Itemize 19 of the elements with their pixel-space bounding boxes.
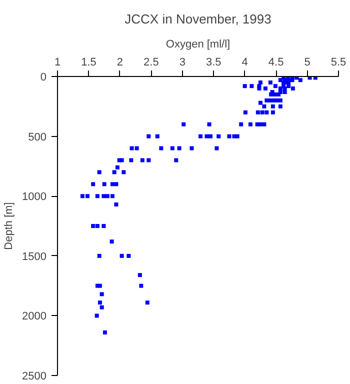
y-tick-label: 0 <box>40 72 47 84</box>
x-axis-title: Oxygen [ml/l] <box>166 38 230 50</box>
y-tick-label: 2500 <box>22 370 47 382</box>
x-tick-label: 1.5 <box>81 56 96 68</box>
x-tick-label: 2 <box>116 56 124 68</box>
y-tick-label: 1500 <box>22 250 47 263</box>
x-tick-label: 2.5 <box>144 56 159 68</box>
x-tick-label: 5 <box>304 56 310 68</box>
y-tick-label: 500 <box>28 131 47 144</box>
y-tick-label: 1000 <box>22 191 47 204</box>
y-axis-title: Depth [m] <box>3 202 16 250</box>
x-tick-label: 4.5 <box>268 56 284 68</box>
x-tick-label: 5.5 <box>330 56 346 68</box>
x-tick-label: 3.5 <box>206 56 222 68</box>
x-tick-label: 3 <box>179 56 186 68</box>
x-tick-label: 1 <box>54 56 61 68</box>
y-tick-label: 2000 <box>22 310 47 323</box>
x-tick-label: 4 <box>242 56 248 68</box>
chart-title: JCCX in November, 1993 <box>124 12 272 26</box>
